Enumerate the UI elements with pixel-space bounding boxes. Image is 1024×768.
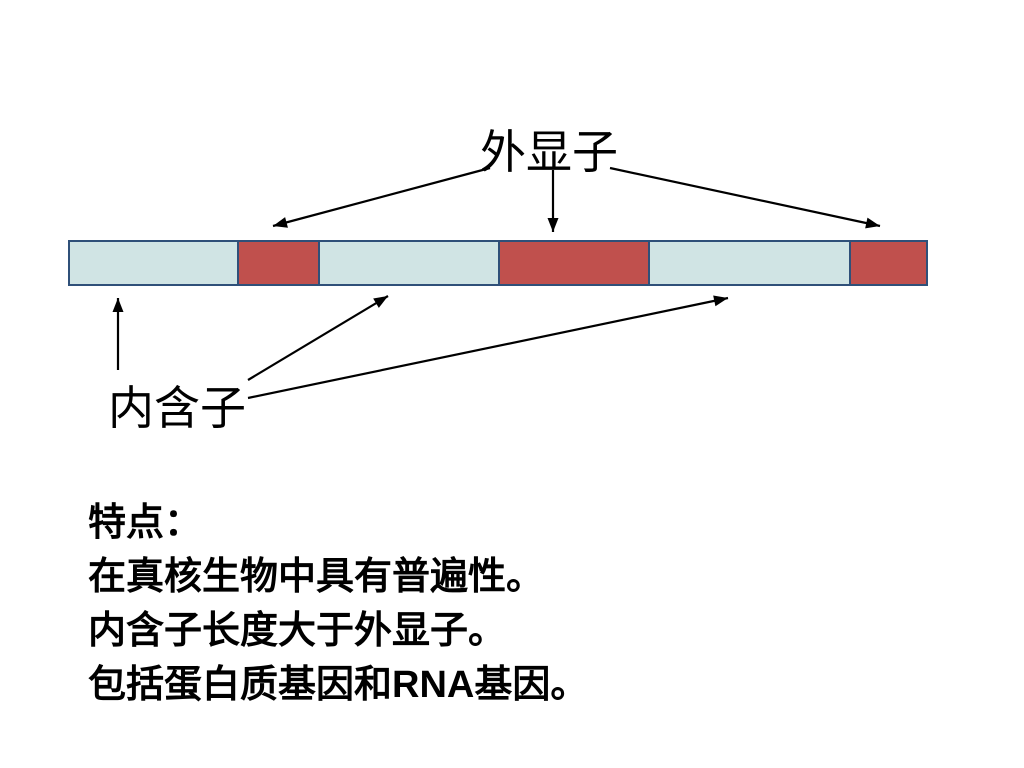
notes-line-0: 特点：: [88, 498, 588, 548]
exon-label: 外显子: [480, 116, 618, 182]
exon-segment: [849, 242, 926, 284]
intron-segment: [648, 242, 849, 284]
exon-segment: [498, 242, 648, 284]
notes-line-3: 包括蛋白质基因和RNA基因。: [88, 660, 588, 710]
intron-segment: [70, 242, 237, 284]
characteristics-text: 特点：在真核生物中具有普遍性。内含子长度大于外显子。包括蛋白质基因和RNA基因。: [88, 498, 588, 714]
gene-structure-bar: [68, 240, 928, 286]
intron-label: 内含子: [108, 372, 246, 438]
intron-segment: [318, 242, 498, 284]
exon-segment: [237, 242, 318, 284]
notes-line-1: 在真核生物中具有普遍性。: [88, 552, 588, 602]
diagram-stage: 外显子 内含子 特点：在真核生物中具有普遍性。内含子长度大于外显子。包括蛋白质基…: [0, 0, 1024, 768]
notes-line-2: 内含子长度大于外显子。: [88, 606, 588, 656]
